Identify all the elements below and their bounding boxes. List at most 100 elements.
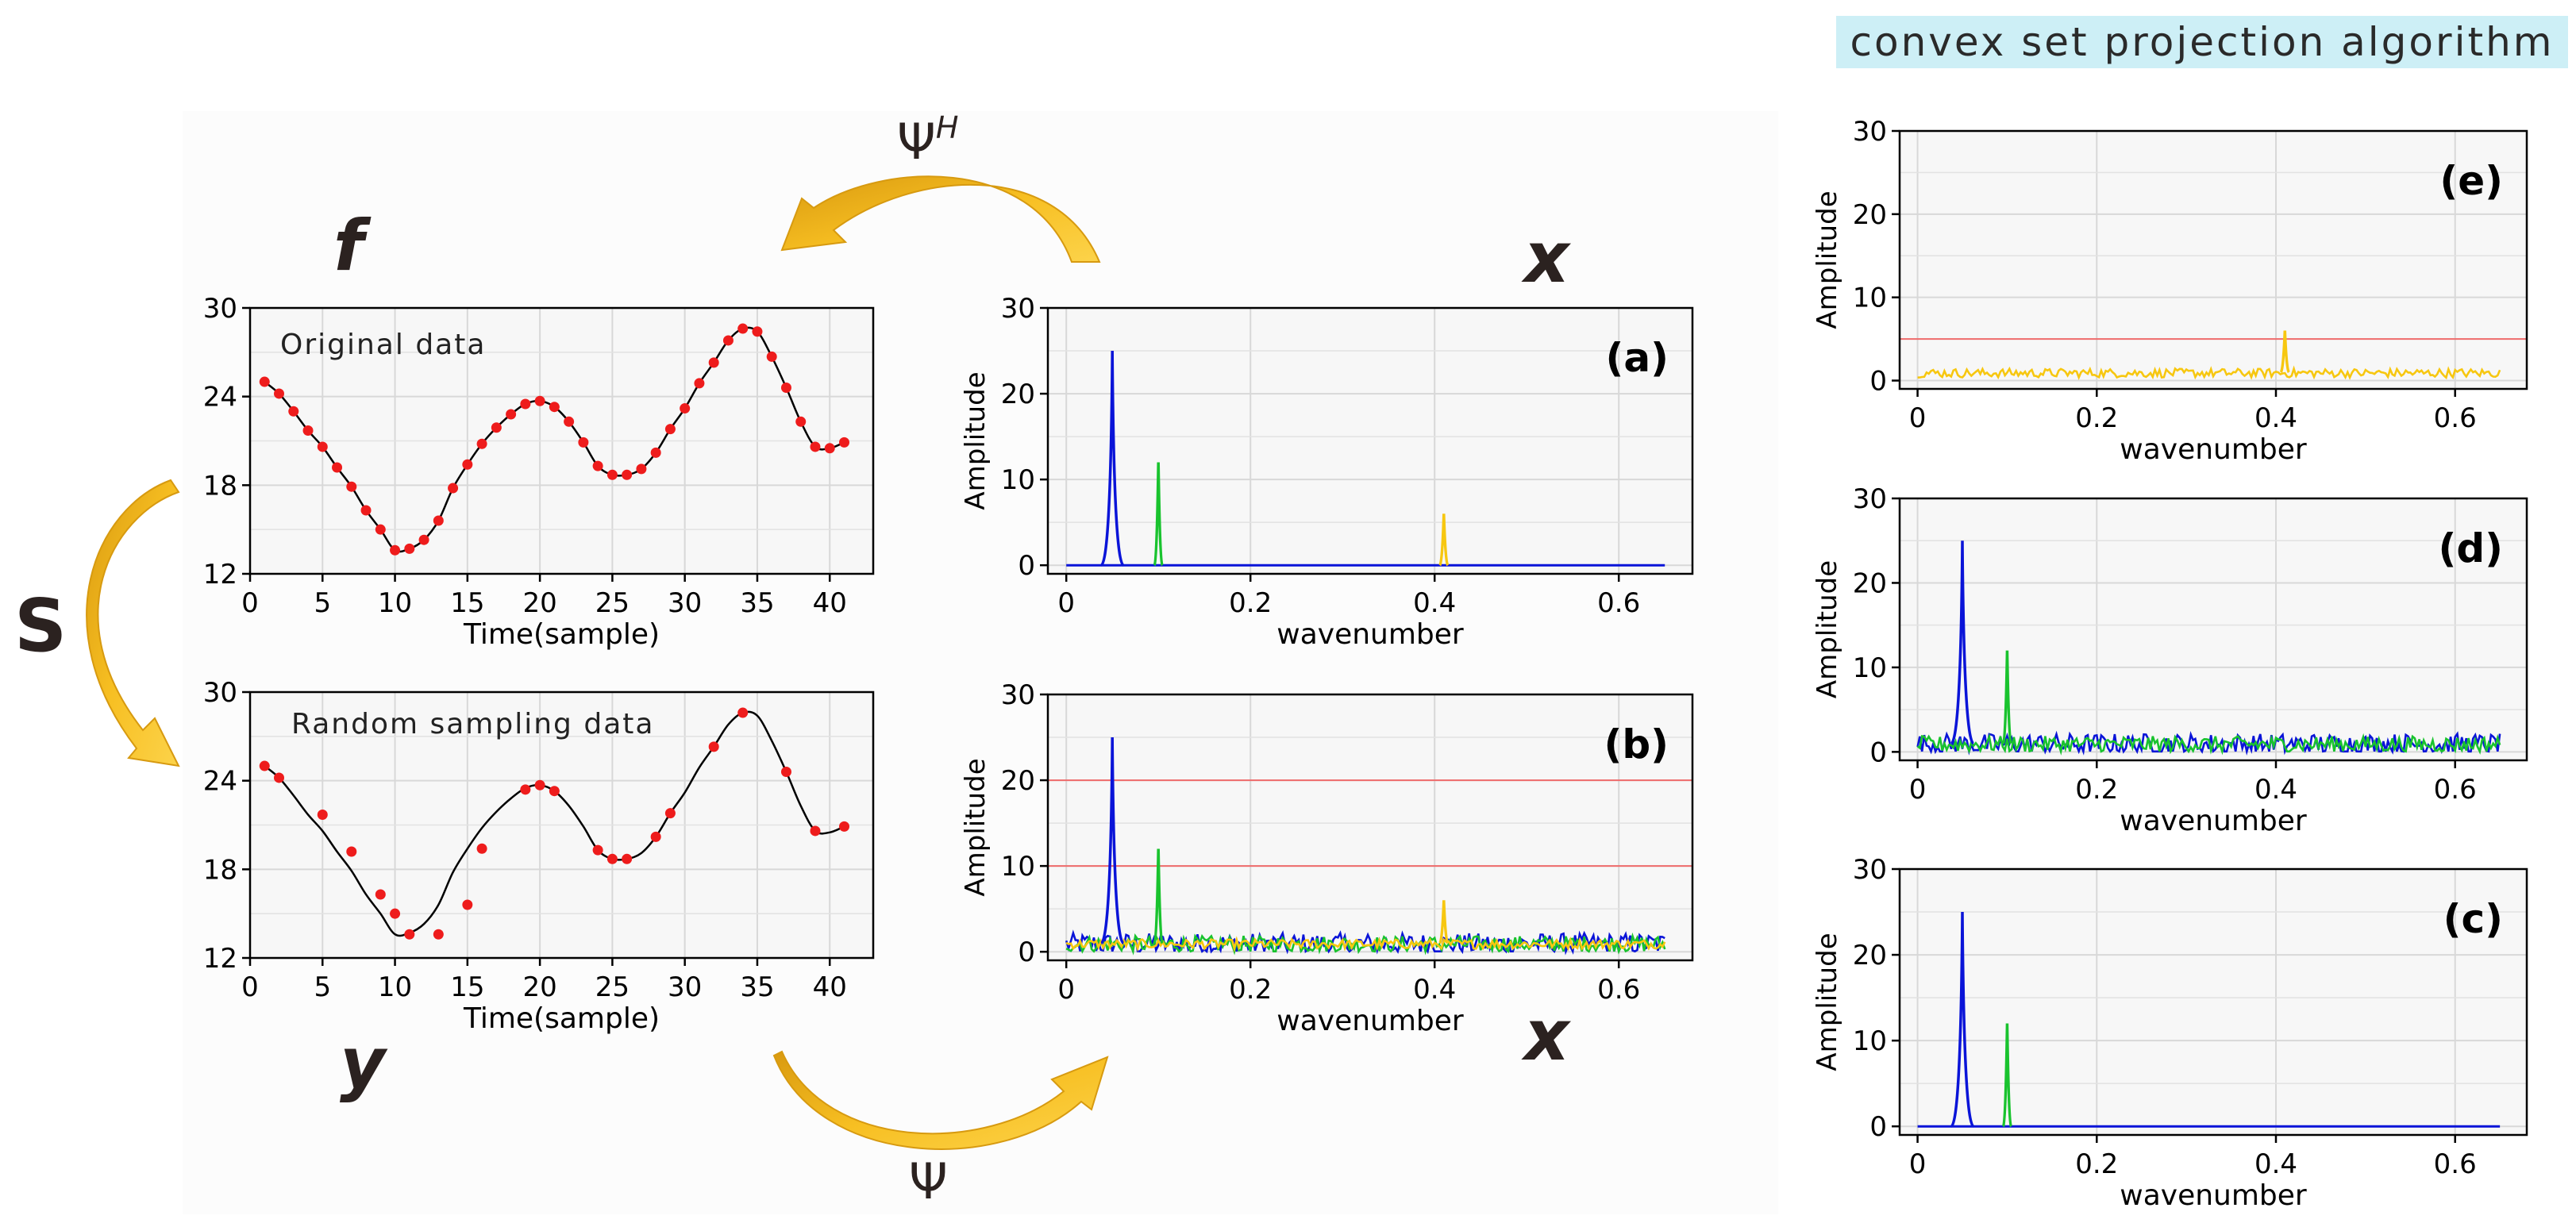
- plot-area: [1900, 869, 2527, 1135]
- sample-point: [375, 524, 386, 535]
- y-tick-label: 10: [1853, 283, 1887, 314]
- peak-green: [2001, 650, 2013, 744]
- x-tick-label: 15: [450, 971, 484, 1003]
- sample-point: [622, 853, 633, 864]
- sample-point: [592, 460, 603, 471]
- symbol-f: f: [333, 205, 372, 287]
- sample-point: [404, 543, 415, 554]
- sample-point: [780, 767, 791, 777]
- sample-point: [476, 438, 487, 449]
- peak-blue: [1950, 912, 1975, 1128]
- x-tick-label: 0.6: [2434, 402, 2477, 434]
- symbol-x-bottom: x: [1521, 994, 1572, 1076]
- sample-point: [622, 469, 633, 480]
- y-tick-label: 20: [1853, 940, 1887, 971]
- x-axis-label: wavenumber: [2120, 805, 2307, 837]
- x-tick-label: 30: [668, 971, 702, 1003]
- sample-point: [317, 441, 328, 452]
- y-tick-label: 0: [1869, 1111, 1887, 1143]
- x-tick-label: 25: [595, 587, 630, 619]
- sample-point: [564, 416, 575, 427]
- symbol-psi: Ψ: [909, 1152, 948, 1210]
- peak-blue: [1099, 737, 1125, 945]
- y-tick-label: 0: [1869, 737, 1887, 768]
- panel-label: (d): [2439, 525, 2504, 571]
- x-tick-label: 15: [450, 587, 484, 619]
- chart-c: 0 10 20 30 0 0.2 0.4 0.6 wavenumber Amplitude (c): [1812, 854, 2528, 1212]
- sample-point: [259, 376, 270, 387]
- symbol-y: y: [340, 1022, 388, 1104]
- x-tick-label: 5: [314, 971, 331, 1003]
- sample-point: [780, 383, 791, 393]
- sample-point: [810, 441, 821, 452]
- x-tick-label: 0.4: [2254, 774, 2297, 806]
- chart-original: 12 18 24 30 0 5 10 15 20 25 30 35 40 Time(sample) Orig…: [203, 293, 875, 651]
- x-tick-label: 0: [1057, 587, 1075, 619]
- y-tick-label: 20: [1853, 199, 1887, 231]
- y-axis-label: Amplitude: [1812, 933, 1843, 1071]
- x-tick-label: 0.4: [1413, 974, 1456, 1006]
- x-tick-label: 10: [378, 971, 412, 1003]
- y-tick-label: 24: [203, 382, 237, 413]
- figure-background: [183, 111, 1778, 1214]
- peak-blue: [1950, 540, 1975, 745]
- x-tick-label: 0: [1909, 402, 1927, 434]
- sample-point: [578, 437, 589, 448]
- axes-frame: [248, 306, 875, 575]
- sample-point: [650, 831, 661, 842]
- sample-point: [520, 784, 531, 795]
- sample-point: [448, 483, 459, 494]
- sample-point: [636, 463, 647, 475]
- x-axis-label: Time(sample): [463, 1002, 660, 1035]
- sample-point: [606, 853, 618, 864]
- sample-point: [810, 825, 821, 837]
- sample-point: [824, 443, 835, 454]
- x-tick-label: 0: [1057, 974, 1075, 1006]
- axes-frame: [248, 690, 875, 960]
- y-tick-label: 10: [1001, 851, 1035, 883]
- sample-point: [404, 929, 415, 940]
- symbol-x-top: x: [1521, 217, 1572, 298]
- x-axis-label: wavenumber: [2120, 1179, 2307, 1212]
- x-axis-label: wavenumber: [2120, 433, 2307, 466]
- sample-point: [433, 515, 444, 526]
- noise-yellow: [1917, 365, 2501, 380]
- x-tick-label: 40: [813, 587, 847, 619]
- sample-point: [346, 846, 357, 857]
- y-tick-label: 30: [1001, 679, 1035, 711]
- sample-point: [664, 424, 676, 435]
- x-tick-label: 0.2: [2075, 402, 2118, 434]
- x-tick-label: 5: [314, 587, 331, 619]
- y-tick-label: 0: [1869, 366, 1887, 398]
- x-axis-label: Time(sample): [463, 618, 660, 651]
- sample-point: [708, 357, 719, 368]
- axes-frame: [1898, 867, 2528, 1137]
- sample-point: [680, 403, 691, 414]
- sample-point: [346, 481, 357, 492]
- y-axis-label: Amplitude: [960, 758, 992, 896]
- peak-blue: [1099, 351, 1125, 567]
- y-tick-label: 30: [1853, 483, 1887, 515]
- y-tick-label: 30: [203, 293, 237, 325]
- sample-point: [694, 378, 705, 389]
- axes-frame: [1898, 497, 2528, 762]
- y-tick-label: 24: [203, 766, 237, 798]
- sample-point: [520, 398, 531, 410]
- x-tick-label: 0: [241, 587, 259, 619]
- x-tick-label: 0.6: [2434, 774, 2477, 806]
- chart-a: 0 10 20 30 0 0.2 0.4 0.6 wavenumber Amplitude (a): [960, 293, 1694, 651]
- chart-title: Random sampling data: [291, 708, 654, 740]
- panel-label: (a): [1606, 335, 1669, 381]
- sample-point: [274, 388, 285, 399]
- sample-point: [332, 462, 343, 473]
- sample-point: [722, 335, 734, 346]
- x-tick-label: 0.6: [1597, 587, 1640, 619]
- sample-point: [795, 416, 807, 427]
- x-tick-label: 0: [241, 971, 259, 1003]
- x-tick-label: 0.2: [2075, 1148, 2118, 1180]
- x-tick-label: 0.4: [2254, 1148, 2297, 1180]
- x-tick-label: 35: [740, 971, 774, 1003]
- noise-yellow: [1065, 936, 1666, 953]
- plot-area: [1048, 308, 1692, 574]
